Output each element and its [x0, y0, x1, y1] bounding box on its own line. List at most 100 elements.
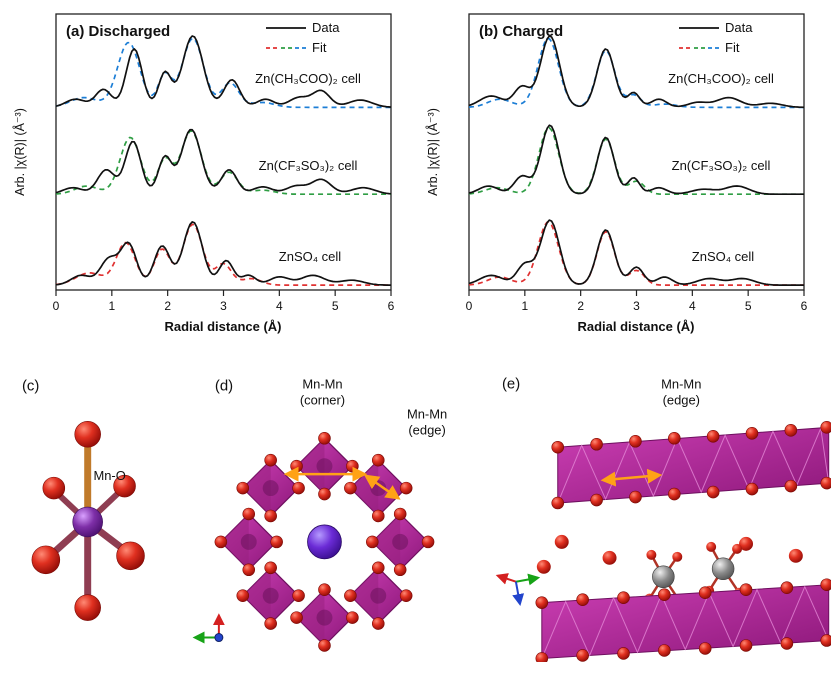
oxygen-atom	[346, 459, 360, 473]
oxygen-atom	[74, 594, 101, 621]
legend-data-label: Data	[312, 20, 340, 35]
x-axis-tick-label: 2	[577, 299, 584, 313]
oxygen-atom	[366, 535, 379, 549]
fit-curve	[55, 37, 391, 109]
mn-mn-edge-label-line2: (edge)	[663, 392, 700, 407]
oxygen-atom	[784, 424, 798, 437]
panel-b-title: (b) Charged	[479, 23, 563, 40]
oxygen-atom	[214, 535, 228, 549]
oxygen-atom	[372, 453, 385, 467]
data-curve	[468, 219, 804, 286]
oxygen-atom	[789, 548, 804, 563]
oxygen-atom	[400, 481, 413, 495]
x-axis-tick-label: 3	[633, 299, 640, 313]
oxygen-atom	[629, 434, 643, 448]
trace-label-sulfate: ZnSO₄ cell	[692, 249, 754, 264]
mn-o-octahedron	[31, 421, 145, 621]
oxygen-atom	[555, 534, 570, 549]
axis-c-dot	[214, 633, 224, 643]
fit-curve	[468, 126, 804, 196]
oxygen-atom	[707, 430, 720, 443]
x-axis-tick-label: 6	[801, 299, 808, 313]
x-axis-label-b: Radial distance (Å)	[577, 319, 694, 334]
legend-a: Data Fit	[266, 20, 340, 55]
data-curve	[468, 124, 804, 196]
oxygen-atom	[290, 611, 304, 624]
x-axis-label-a: Radial distance (Å)	[164, 319, 281, 334]
zinc-atom	[307, 524, 343, 560]
x-axis-tick-label: 1	[108, 299, 115, 313]
axis-a-arrow	[496, 573, 517, 585]
bottom-mno2-slab	[535, 578, 831, 662]
oxygen-atom	[394, 507, 407, 521]
oxygen-atom	[590, 493, 604, 507]
oxygen-atom	[617, 647, 631, 660]
x-axis-tick-label: 5	[332, 299, 339, 313]
oxygen-atom	[344, 589, 358, 602]
mn-mn-edge-arrow	[364, 474, 402, 500]
oxygen-atom	[576, 649, 590, 662]
oxygen-atom	[780, 637, 794, 650]
zinc-atom	[652, 565, 675, 589]
x-axis-tick-label: 4	[689, 299, 696, 313]
mn-octahedron	[242, 567, 300, 625]
oxygen-atom	[551, 496, 565, 510]
oxygen-atom	[820, 578, 831, 591]
mno2-tunnel-ring	[214, 432, 435, 652]
mn-mn-edge-arrow	[600, 468, 663, 487]
oxygen-atom	[264, 617, 278, 630]
x-axis-tick-label: 0	[466, 299, 473, 313]
y-axis-label-a: Arb. |χ(R)| (Å⁻³)	[12, 108, 27, 196]
structure-panel-e: (e) Mn-Mn (edge)	[496, 375, 831, 662]
oxygen-atom	[602, 550, 617, 565]
panel-e-label: (e)	[502, 375, 520, 392]
x-axis-ticks-a: 0 1 2 3 4 5 6	[53, 290, 395, 313]
oxygen-atom	[318, 639, 332, 652]
mn-octahedron	[296, 589, 354, 647]
mn-octahedron	[372, 513, 430, 571]
trace-label-triflate: Zn(CF₃SO₃)₂ cell	[259, 158, 358, 173]
structure-panel-d: (d) Mn-Mn (corner) Mn-Mn (edge)	[192, 376, 448, 652]
oxygen-atom	[746, 482, 759, 496]
oxygen-atom	[658, 588, 671, 601]
mn-o-bond-label: Mn-O	[93, 468, 125, 483]
oxygen-atom	[706, 541, 717, 552]
oxygen-atom	[236, 589, 250, 602]
mn-mn-edge-label-line1: Mn-Mn	[407, 406, 447, 421]
oxygen-atom	[236, 481, 250, 495]
oxygen-atom	[116, 541, 145, 571]
spectra-row: 0 1 2 3 4 5 6 (a) Discharged Data Fit Zn(CH₃CO…	[12, 13, 808, 334]
oxygen-atom	[780, 581, 794, 594]
mn-octahedron	[350, 567, 408, 625]
x-axis-tick-label: 3	[220, 299, 227, 313]
curves-a	[55, 35, 392, 286]
oxygen-atom	[422, 535, 435, 549]
oxygen-atom	[668, 487, 681, 501]
oxygen-atom	[346, 611, 360, 624]
oxygen-atom	[292, 589, 306, 602]
mn-octahedron	[350, 459, 408, 517]
oxygen-atom	[264, 509, 278, 523]
manganese-atom	[72, 506, 103, 538]
axis-c-arrow	[512, 581, 525, 607]
oxygen-atom	[372, 561, 385, 575]
x-axis-tick-label: 5	[745, 299, 752, 313]
mn-mn-corner-label-line1: Mn-Mn	[303, 376, 343, 391]
structure-panel-c: (c) Mn-O	[22, 377, 145, 621]
oxygen-atom	[740, 639, 753, 652]
x-axis-tick-label: 4	[276, 299, 283, 313]
oxygen-atom	[732, 543, 743, 554]
oxygen-atom	[820, 421, 831, 434]
mn-octahedron	[242, 459, 300, 517]
axis-b-arrow	[516, 573, 541, 586]
oxygen-atom	[74, 421, 101, 448]
oxygen-atom	[617, 591, 631, 604]
trace-label-acetate: Zn(CH₃COO)₂ cell	[668, 71, 774, 86]
data-curve	[55, 221, 391, 286]
mn-octahedron	[220, 513, 278, 571]
oxygen-atom	[535, 596, 549, 609]
fit-curve	[468, 37, 804, 109]
oxygen-atom	[658, 644, 671, 657]
axis-indicator	[192, 613, 226, 644]
curves-b	[468, 35, 805, 286]
